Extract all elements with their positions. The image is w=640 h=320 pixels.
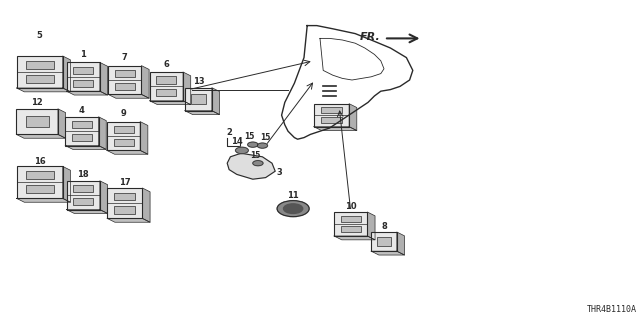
Polygon shape <box>140 122 148 154</box>
Bar <box>73 80 93 87</box>
Text: 1: 1 <box>80 50 86 59</box>
Circle shape <box>248 142 258 147</box>
Bar <box>340 226 361 232</box>
Polygon shape <box>227 154 275 179</box>
Text: 18: 18 <box>77 170 89 179</box>
Polygon shape <box>397 232 404 255</box>
Bar <box>377 237 391 246</box>
Polygon shape <box>58 109 65 138</box>
Polygon shape <box>108 94 149 98</box>
Polygon shape <box>100 181 108 213</box>
Bar <box>334 212 367 236</box>
Bar <box>107 122 140 150</box>
Bar <box>113 126 134 133</box>
Polygon shape <box>63 166 70 202</box>
Text: 7: 7 <box>122 53 127 62</box>
Polygon shape <box>100 62 108 95</box>
Circle shape <box>284 204 303 213</box>
Bar <box>26 172 54 179</box>
Bar <box>67 62 100 91</box>
Polygon shape <box>67 91 108 95</box>
Bar <box>108 188 143 219</box>
Polygon shape <box>367 212 375 240</box>
Bar <box>26 116 49 127</box>
Polygon shape <box>107 150 148 154</box>
Bar <box>73 198 93 205</box>
Bar <box>321 117 342 123</box>
Text: 10: 10 <box>345 202 356 211</box>
Bar <box>185 88 212 111</box>
Bar <box>73 185 93 192</box>
Bar <box>67 181 100 210</box>
Polygon shape <box>150 101 191 105</box>
Polygon shape <box>371 251 404 255</box>
Text: 5: 5 <box>36 31 43 40</box>
Polygon shape <box>17 88 70 92</box>
Polygon shape <box>17 198 70 202</box>
Bar <box>115 83 135 90</box>
Bar <box>314 104 349 127</box>
Text: 9: 9 <box>121 109 126 118</box>
Circle shape <box>277 201 309 217</box>
Bar <box>156 76 177 84</box>
Text: 11: 11 <box>287 191 299 200</box>
Text: 15: 15 <box>244 132 255 141</box>
Text: 3: 3 <box>276 168 282 177</box>
Text: FR.: FR. <box>360 32 381 42</box>
Text: 2: 2 <box>226 128 232 137</box>
Bar <box>108 66 141 94</box>
Polygon shape <box>183 72 191 105</box>
Polygon shape <box>65 146 106 149</box>
Polygon shape <box>67 210 108 213</box>
Polygon shape <box>141 66 149 98</box>
Text: 17: 17 <box>119 178 131 187</box>
Bar <box>115 70 135 77</box>
Text: 8: 8 <box>381 222 387 231</box>
Text: 15: 15 <box>260 133 271 142</box>
Bar <box>340 216 361 222</box>
Text: 16: 16 <box>34 157 45 166</box>
Bar <box>371 232 397 251</box>
Bar <box>17 56 63 88</box>
Text: THR4B1110A: THR4B1110A <box>587 305 637 314</box>
Bar <box>156 89 177 96</box>
Bar <box>26 61 54 69</box>
Circle shape <box>236 147 248 154</box>
Bar <box>73 67 93 74</box>
Bar <box>72 121 92 128</box>
Circle shape <box>253 161 263 166</box>
Circle shape <box>257 143 268 148</box>
Text: 15: 15 <box>250 151 260 160</box>
Bar <box>114 193 136 200</box>
Polygon shape <box>212 88 220 115</box>
Bar <box>17 109 58 134</box>
Polygon shape <box>314 127 357 131</box>
Bar <box>150 72 183 101</box>
Text: 4: 4 <box>79 106 85 115</box>
Bar <box>72 134 92 141</box>
Bar <box>26 75 54 83</box>
Polygon shape <box>63 56 70 92</box>
Polygon shape <box>349 104 357 131</box>
Bar <box>321 107 342 113</box>
Bar <box>17 166 63 198</box>
Text: 14: 14 <box>231 137 243 146</box>
Polygon shape <box>17 134 65 138</box>
Polygon shape <box>108 219 150 222</box>
Polygon shape <box>99 117 106 149</box>
Bar <box>114 206 136 214</box>
Text: 12: 12 <box>31 98 43 107</box>
Polygon shape <box>334 236 375 240</box>
Bar <box>191 94 206 104</box>
Text: 13: 13 <box>193 77 204 86</box>
Polygon shape <box>143 188 150 222</box>
Polygon shape <box>185 111 220 115</box>
Text: 6: 6 <box>163 60 170 69</box>
Bar <box>65 117 99 146</box>
Bar <box>26 186 54 193</box>
Bar <box>113 139 134 146</box>
